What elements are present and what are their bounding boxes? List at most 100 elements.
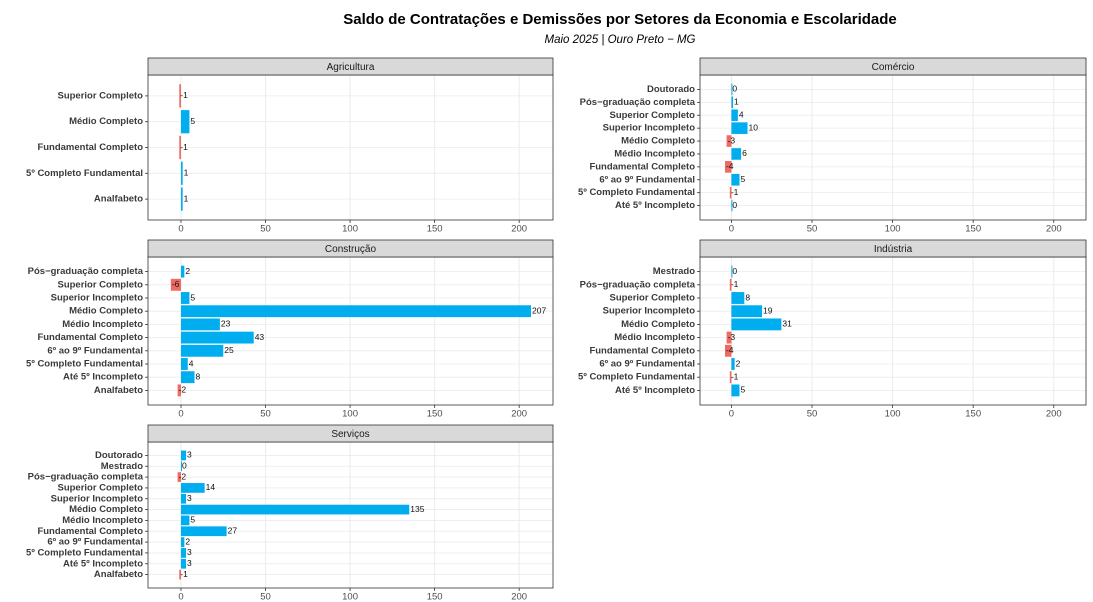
x-tick-label: 0 — [178, 409, 183, 420]
y-tick-label: 6º ao 9º Fundamental — [599, 174, 695, 185]
data-label: 1 — [734, 97, 739, 107]
data-label: -1 — [731, 187, 739, 197]
strip — [147, 424, 554, 443]
bar — [729, 278, 732, 291]
data-label: 2 — [185, 536, 190, 546]
y-tick-label: Doutorado — [95, 450, 143, 461]
y-tick-label: Superior Incompleto — [603, 306, 696, 317]
y-tick-label: Analfabeto — [94, 194, 143, 205]
data-label: 207 — [532, 305, 546, 315]
data-label: -2 — [179, 385, 187, 395]
bar — [731, 305, 763, 318]
x-tick-label: 200 — [511, 224, 527, 235]
y-tick-label: Doutorado — [647, 84, 695, 95]
y-tick-label: Até 5º Incompleto — [63, 372, 143, 383]
data-label: 2 — [736, 358, 741, 368]
data-label: 4 — [739, 110, 744, 120]
data-label: 3 — [187, 558, 192, 568]
data-label: 4 — [189, 358, 194, 368]
data-label: 3 — [187, 493, 192, 503]
data-label: 14 — [206, 482, 216, 492]
y-tick-label: Pós−graduação completa — [28, 266, 144, 277]
y-tick-label: Analfabeto — [94, 385, 143, 396]
data-label: -1 — [180, 142, 188, 152]
bar — [180, 292, 190, 304]
y-tick-label: Médio Completo — [621, 136, 695, 147]
bar — [724, 161, 732, 173]
y-tick-label: 6º ao 9º Fundamental — [47, 345, 143, 356]
x-tick-label: 100 — [885, 409, 901, 420]
bar — [731, 83, 733, 96]
data-label: 19 — [763, 305, 773, 315]
x-tick-label: 100 — [342, 592, 358, 602]
data-label: 6 — [742, 148, 747, 158]
x-tick-label: 200 — [1046, 409, 1062, 420]
data-label: 8 — [745, 292, 750, 302]
bar — [180, 344, 224, 357]
bar — [729, 186, 732, 199]
x-tick-label: 50 — [260, 592, 271, 602]
bar — [180, 493, 187, 504]
bar — [180, 187, 183, 211]
bar — [180, 450, 187, 461]
data-label: 27 — [228, 526, 238, 536]
data-label: 0 — [732, 200, 737, 210]
y-tick-label: Médio Completo — [69, 116, 143, 127]
bar — [179, 135, 181, 160]
x-tick-label: 50 — [807, 409, 818, 420]
x-tick-label: 100 — [342, 224, 358, 235]
y-tick-label: 5º Completo Fundamental — [578, 187, 695, 198]
bar — [180, 548, 187, 558]
bar — [180, 265, 185, 278]
y-tick-label: Superior Completo — [609, 293, 695, 304]
bar — [180, 504, 410, 515]
bar — [177, 472, 181, 482]
y-tick-label: Superior Completo — [57, 90, 143, 101]
chart-title: Saldo de Contratações e Demissões por Se… — [343, 11, 897, 28]
data-label: 0 — [732, 266, 737, 276]
x-tick-label: 100 — [885, 224, 901, 235]
bar — [731, 292, 745, 304]
y-tick-label: 6º ao 9º Fundamental — [599, 359, 695, 370]
bar — [180, 515, 190, 526]
y-tick-label: Superior Incompleto — [51, 293, 144, 304]
y-tick-label: Superior Completo — [57, 482, 143, 493]
data-label: 8 — [196, 371, 201, 381]
data-label: 25 — [224, 345, 234, 355]
y-tick-label: Superior Completo — [57, 279, 143, 290]
x-tick-label: 50 — [260, 224, 271, 235]
data-label: 0 — [182, 461, 187, 471]
data-label: 23 — [221, 319, 231, 329]
strip-title: Comércio — [872, 62, 915, 73]
bar — [724, 344, 732, 357]
data-label: 3 — [187, 450, 192, 460]
y-tick-label: Mestrado — [653, 266, 695, 277]
data-label: 5 — [740, 174, 745, 184]
bar — [731, 358, 735, 370]
y-tick-label: Fundamental Completo — [37, 526, 143, 537]
x-tick-label: 200 — [511, 409, 527, 420]
y-tick-label: Fundamental Completo — [589, 345, 695, 356]
bar — [180, 526, 227, 537]
y-tick-label: Médio Incompleto — [614, 148, 695, 159]
data-label: -1 — [731, 279, 739, 289]
bar — [731, 122, 748, 134]
bar — [180, 305, 532, 318]
x-tick-label: 50 — [807, 224, 818, 235]
x-tick-label: 150 — [965, 409, 981, 420]
strip-title: Indústria — [874, 244, 913, 255]
y-tick-label: Fundamental Completo — [589, 161, 695, 172]
x-tick-label: 0 — [178, 224, 183, 235]
bar — [731, 148, 742, 160]
strip — [147, 57, 554, 76]
y-tick-label: 5º Completo Fundamental — [578, 372, 695, 383]
y-tick-label: Fundamental Completo — [37, 142, 143, 153]
x-tick-label: 150 — [427, 224, 443, 235]
y-tick-label: Pós−graduação completa — [580, 279, 696, 290]
data-label: 5 — [190, 292, 195, 302]
bar — [180, 558, 187, 569]
y-tick-label: Superior Completo — [609, 110, 695, 121]
bar — [731, 265, 733, 278]
bar — [726, 135, 732, 147]
y-tick-label: Até 5º Incompleto — [615, 200, 695, 211]
